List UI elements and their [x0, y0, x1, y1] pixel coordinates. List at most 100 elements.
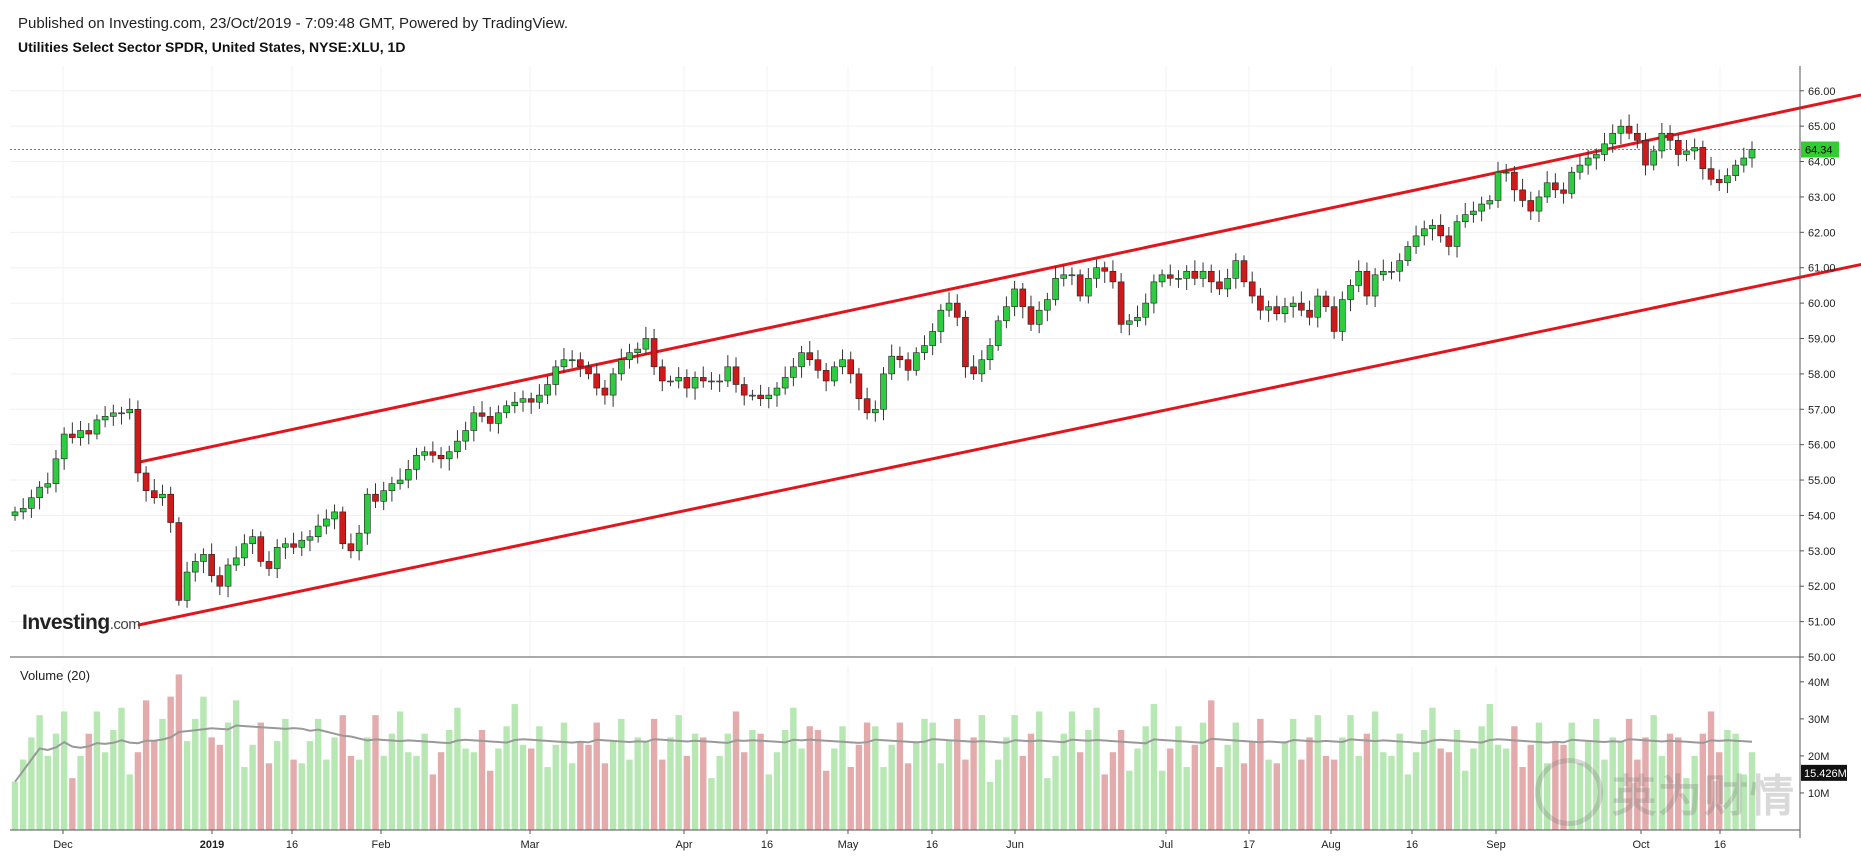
volume-bar [1634, 759, 1641, 830]
price-tick-label: 60.00 [1808, 298, 1836, 310]
candle-body [724, 366, 732, 382]
volume-bar [44, 755, 51, 830]
volume-bar [978, 715, 986, 830]
candle-body [44, 483, 52, 488]
candle-body [290, 543, 297, 548]
volume-bar [700, 737, 707, 830]
time-tick-label: Feb [372, 839, 391, 851]
price-tick-label: 51.00 [1808, 617, 1836, 629]
candle-body [1134, 316, 1141, 322]
price-tick-label: 57.00 [1808, 404, 1836, 416]
volume-bar [618, 718, 625, 830]
candle-body [1683, 150, 1690, 155]
channel-line-lower [137, 262, 1861, 627]
candle-body [1175, 278, 1182, 280]
volume-bar [1658, 755, 1666, 830]
candle-body [1060, 274, 1068, 279]
volume-bar [650, 718, 658, 830]
volume-bar [691, 733, 699, 830]
candle-body [1486, 200, 1494, 205]
volume-bar [1371, 711, 1379, 830]
candle-body [421, 451, 428, 456]
volume-bar [667, 737, 674, 830]
volume-bar [1093, 707, 1100, 830]
candle-body [1568, 171, 1576, 194]
volume-bar [323, 759, 330, 830]
candle-body [1158, 274, 1166, 283]
price-tick-label: 55.00 [1808, 475, 1836, 487]
volume-bar [437, 752, 445, 830]
volume-bar [1396, 733, 1403, 830]
volume-tick-label: 20M [1808, 751, 1829, 763]
volume-bar [560, 722, 568, 830]
volume-bar [1183, 767, 1190, 830]
candle-body [1453, 221, 1461, 247]
volume-bar [1462, 770, 1469, 830]
watermark-text: 英为财情 [1612, 771, 1796, 822]
candle-body [1715, 178, 1723, 184]
candle-body [1035, 309, 1043, 325]
candle-body [1339, 299, 1346, 332]
candle-body [1396, 260, 1403, 272]
volume-bar [101, 752, 109, 830]
candle-body [110, 412, 117, 417]
volume-bar [1068, 711, 1076, 830]
candle-body [77, 430, 84, 438]
volume-bar [1388, 755, 1395, 830]
candle-body [224, 564, 232, 587]
volume-bar [1732, 733, 1739, 830]
volume-bar [1519, 767, 1526, 830]
volume-bar [847, 767, 854, 830]
time-tick-label: Jul [1159, 839, 1173, 851]
candle-body [544, 384, 551, 396]
volume-bar [1707, 711, 1715, 830]
volume-bar [298, 763, 305, 830]
volume-bar [1011, 715, 1018, 830]
candle-body [93, 419, 101, 435]
candle-body [757, 394, 764, 399]
volume-bar [1175, 726, 1182, 830]
price-tick-label: 62.00 [1808, 227, 1836, 239]
volume-bar [1117, 729, 1125, 830]
volume-bar [69, 778, 76, 830]
candle-body [1404, 246, 1412, 261]
candle-body [1388, 270, 1395, 273]
candle-body [1306, 309, 1313, 318]
candle-body [1494, 171, 1502, 201]
volume-bar [200, 696, 207, 830]
volume-bar [880, 767, 887, 830]
volume-bar [421, 733, 428, 830]
candle-body [1027, 306, 1035, 325]
volume-bar [364, 737, 371, 830]
candle-body [921, 345, 928, 353]
candle-body [175, 522, 183, 601]
candle-body [462, 430, 469, 442]
candle-body [232, 557, 240, 566]
candle-body [486, 416, 494, 424]
volume-bar [110, 729, 117, 830]
candle-body [1126, 320, 1133, 325]
price-tick-label: 64.00 [1808, 157, 1836, 169]
candle-body [1543, 182, 1551, 198]
volume-bar [527, 748, 535, 830]
candle-body [298, 539, 306, 548]
candle-body [626, 352, 633, 361]
volume-bar [855, 744, 863, 830]
candle-body [1666, 132, 1674, 141]
volume-bar [773, 752, 781, 830]
volume-bar [741, 752, 748, 830]
candle-body [1248, 281, 1256, 297]
volume-tick-label: 10M [1808, 788, 1829, 800]
candle-body [1150, 281, 1158, 304]
volume-bar [134, 752, 142, 830]
volume-bar [609, 741, 617, 830]
volume-bar [36, 715, 43, 830]
volume-bar [1273, 763, 1280, 830]
volume-bar [929, 722, 936, 830]
volume-bar [757, 733, 764, 830]
candle-body [1625, 125, 1633, 134]
candle-body [19, 508, 27, 513]
candle-body [912, 352, 920, 371]
volume-bar [372, 715, 379, 830]
